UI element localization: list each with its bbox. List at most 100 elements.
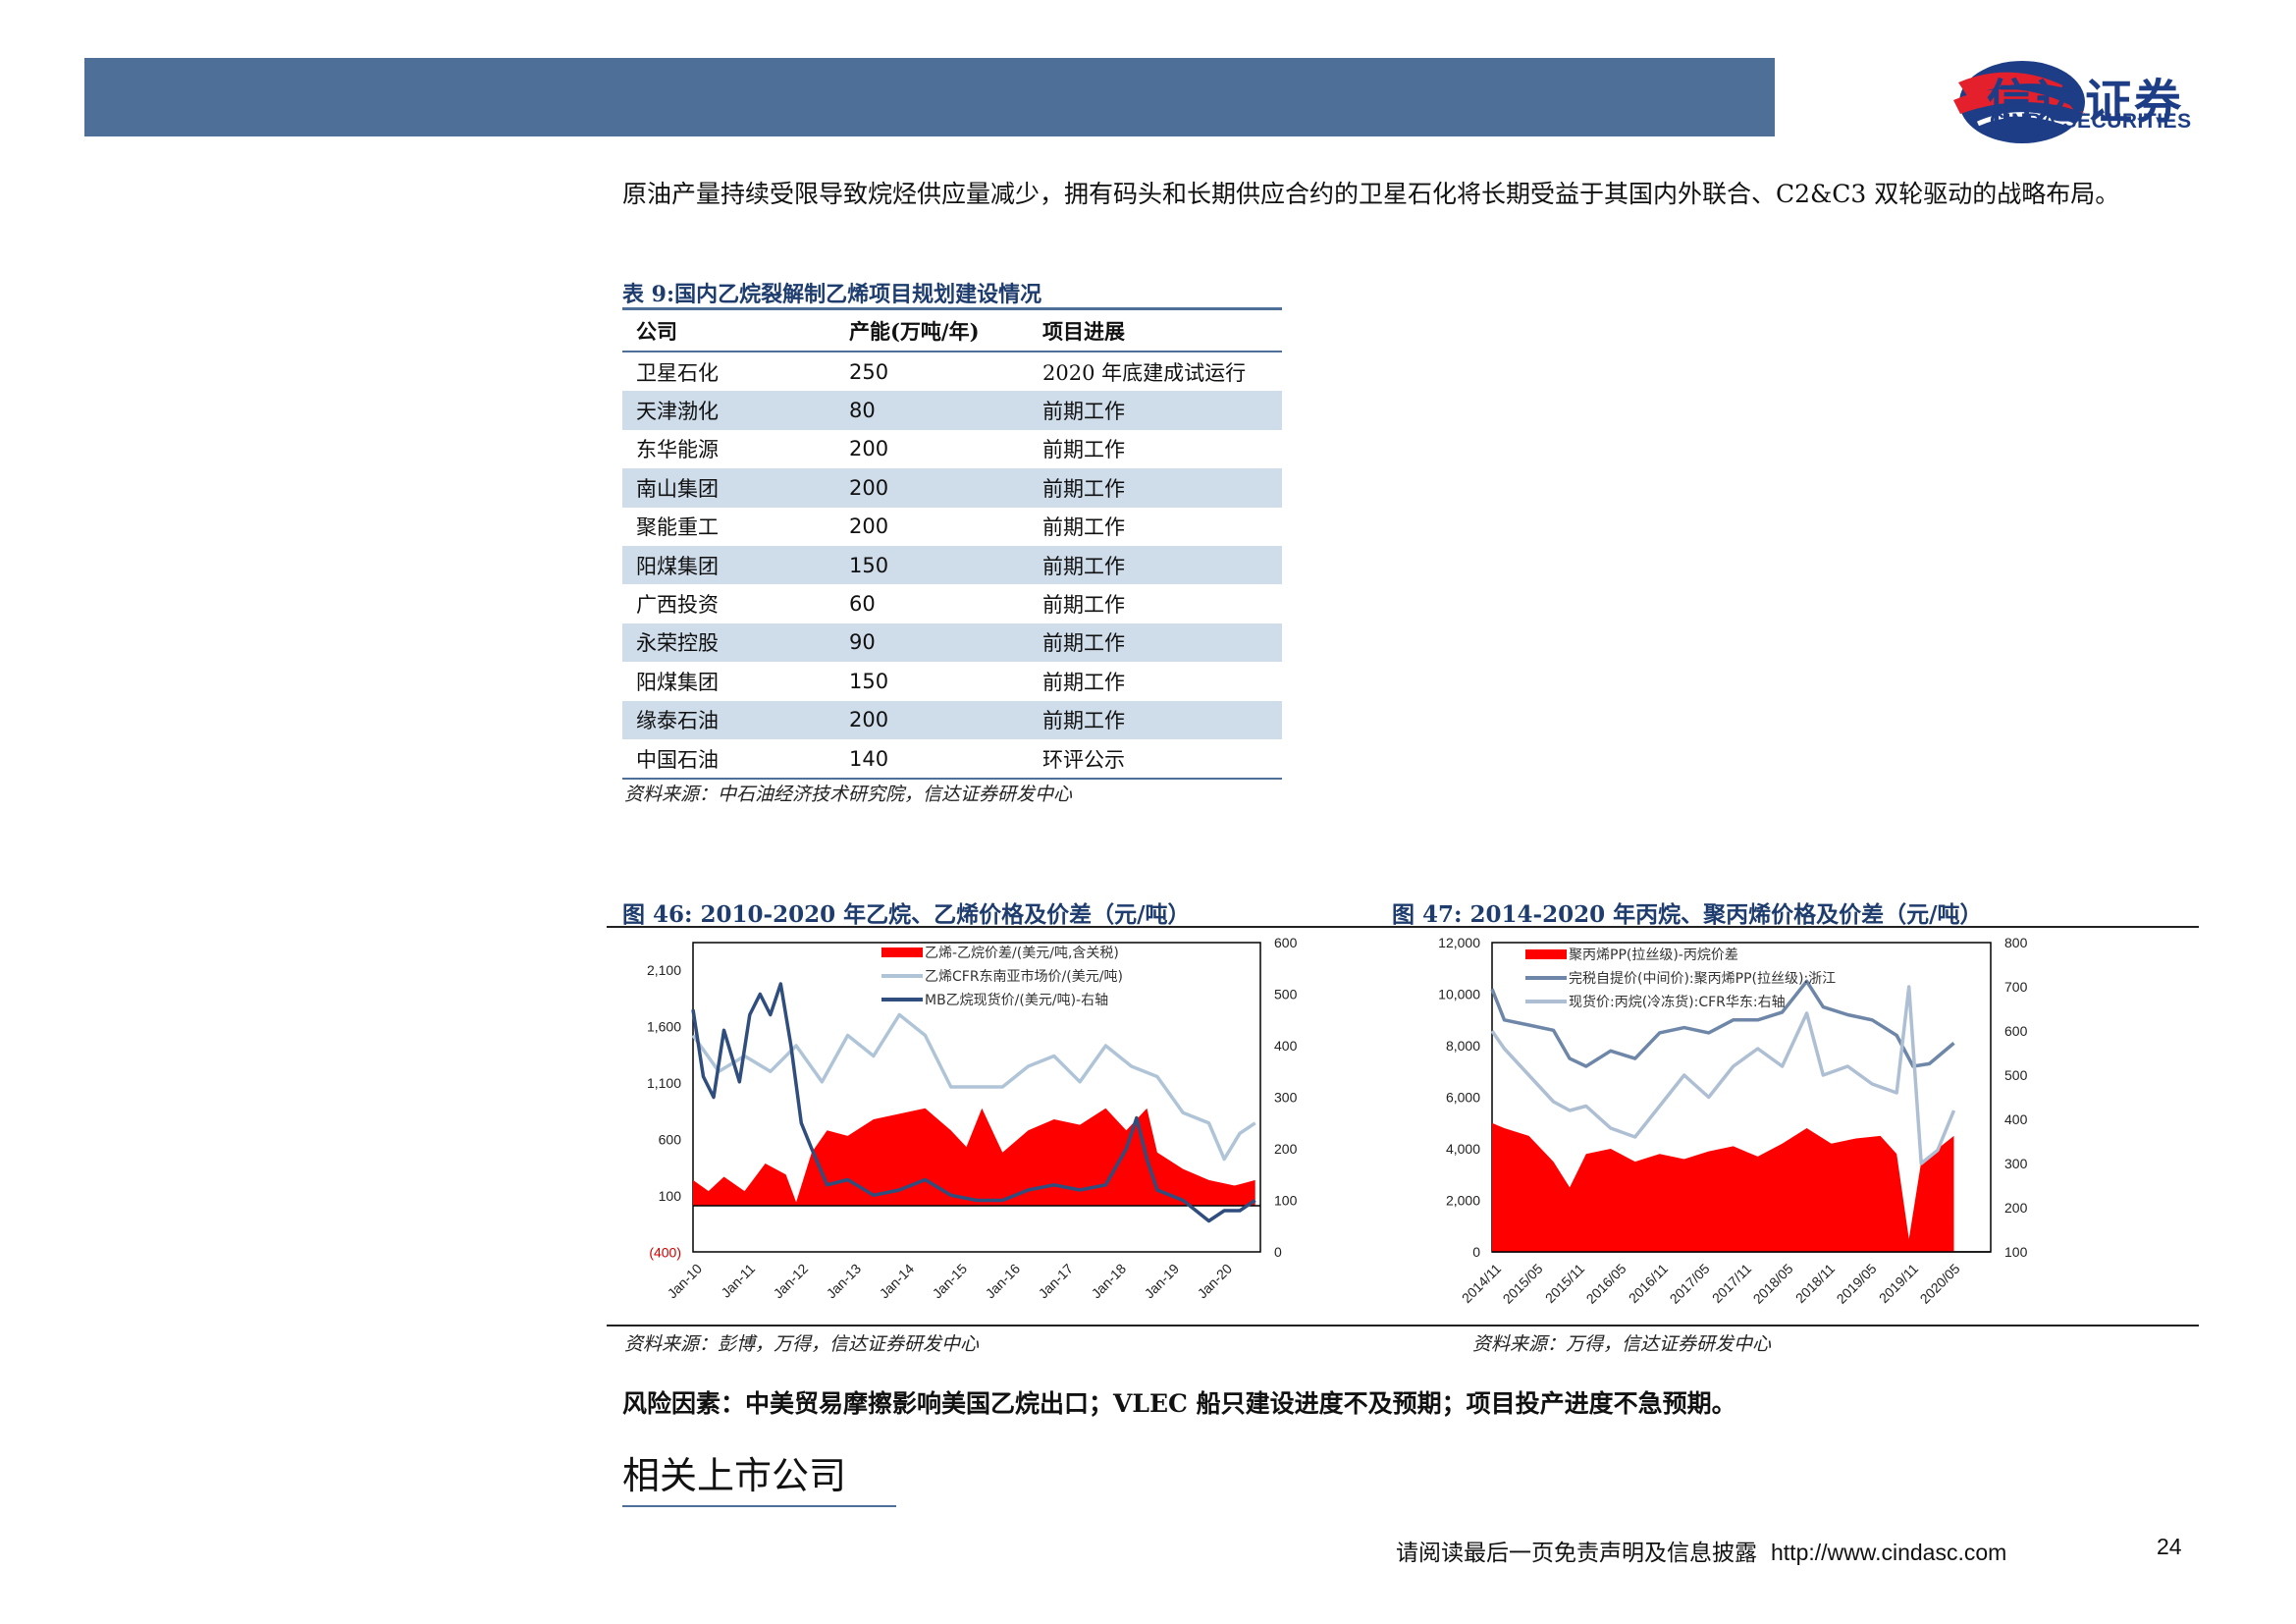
capacity-cell: 140: [835, 738, 1029, 781]
table-row: 卫星石化 250 2020 年底建成试运行: [622, 352, 1282, 391]
footer-url-link[interactable]: http://www.cindasc.com: [1771, 1540, 2007, 1565]
x-tick-label: Jan-13: [824, 1261, 865, 1302]
table-header-row: 公司 产能(万吨/年) 项目进展: [622, 307, 1282, 352]
progress-cell: 2020 年底建成试运行: [1042, 360, 1247, 385]
x-tick-label: Jan-14: [877, 1261, 918, 1302]
company-cell: 永荣控股: [622, 623, 835, 663]
chart-46: 2,100 1,600 1,100 600 100 (400) 600 500 400 300 20…: [647, 935, 1298, 1302]
series-line-2: [1490, 985, 1956, 1165]
capacity-cell: 150: [849, 669, 889, 693]
table-row: 广西投资 60 前期工作: [622, 584, 1282, 623]
company-cell: 卫星石化: [636, 360, 719, 385]
legend-label: MB乙烷现货价/(美元/吨)-右轴: [925, 992, 1108, 1008]
series-line-2: [691, 982, 1256, 1223]
progress-cell: 前期工作: [1042, 593, 1125, 618]
y-right-tick-label: 600: [2004, 1023, 2028, 1039]
capacity-cell: 200: [849, 514, 889, 539]
x-tick-label: 2020/05: [1917, 1261, 1963, 1307]
logo-en-text: CINDA SECURITIES: [1990, 110, 2192, 133]
company-cell: 中国石油: [622, 738, 835, 781]
progress-cell: 前期工作: [1029, 468, 1282, 508]
x-tick-label: Jan-15: [930, 1261, 971, 1302]
col-capacity: 产能(万吨/年): [835, 307, 1029, 352]
y-left-tick-label: 2,000: [1446, 1193, 1480, 1209]
table-row: 南山集团 200 前期工作: [622, 468, 1282, 508]
x-tick-label: 2015/05: [1500, 1261, 1546, 1307]
plot-frame: [692, 942, 1261, 1253]
col-progress: 项目进展: [1029, 307, 1282, 352]
x-tick-label: 2017/05: [1667, 1261, 1713, 1307]
fig-46-title: 图 46: 2010-2020 年乙烷、乙烯价格及价差（元/吨）: [622, 901, 1191, 928]
series-area-0: [693, 1108, 1255, 1206]
y-left-tick-label: 0: [1472, 1244, 1480, 1260]
x-tick-label: Jan-18: [1089, 1261, 1130, 1302]
capacity-cell: 60: [849, 592, 876, 617]
progress-cell: 前期工作: [1042, 670, 1125, 694]
x-tick-label: 2016/05: [1583, 1261, 1629, 1307]
x-tick-label: Jan-10: [665, 1261, 706, 1302]
table-row: 阳煤集团 150 前期工作: [622, 662, 1282, 700]
x-tick-label: Jan-17: [1036, 1261, 1077, 1302]
fig-47-title: 图 47: 2014-2020 年丙烷、聚丙烯价格及价差（元/吨）: [1392, 901, 1983, 928]
progress-cell: 前期工作: [1029, 391, 1282, 430]
footer: 请阅读最后一页免责声明及信息披露 http://www.cindasc.com: [1396, 1534, 2006, 1567]
capacity-cell: 250: [849, 359, 889, 384]
y-right-tick-label: 100: [2004, 1244, 2028, 1260]
legend-label: 完税自提价(中间价):聚丙烯PP(拉丝级):浙江: [1569, 971, 1836, 987]
fig-47-source: 资料来源：万得，信达证券研发中心: [1472, 1333, 1772, 1355]
footer-disclaimer: 请阅读最后一页免责声明及信息披露: [1396, 1541, 1757, 1566]
progress-cell: 环评公示: [1029, 738, 1282, 781]
y-left-tick-label: 1,600: [647, 1019, 681, 1035]
y-right-tick-label: 800: [2004, 935, 2028, 950]
legend-swatch: [1525, 949, 1567, 959]
logo-cn-text: 信达证券: [1987, 75, 2184, 130]
progress-cell: 前期工作: [1042, 438, 1125, 462]
chart-47: 12,000 10,000 8,000 6,000 4,000 2,000 0 800 700 6…: [1438, 935, 2028, 1307]
company-cell: 阳煤集团: [622, 545, 835, 585]
company-cell: 阳煤集团: [636, 670, 719, 694]
capacity-cell: 200: [835, 700, 1029, 739]
legend-label: 现货价:丙烷(冷冻货):CFR华东:右轴: [1569, 994, 1786, 1010]
x-tick-label: Jan-20: [1195, 1261, 1236, 1302]
capacity-cell: 200: [849, 437, 889, 461]
series-line-1: [1490, 979, 1955, 1068]
related-companies-heading: 相关上市公司: [622, 1445, 896, 1507]
table-row: 天津渤化 80 前期工作: [622, 391, 1282, 430]
page-number: 24: [2157, 1534, 2182, 1559]
capacity-cell: 90: [835, 623, 1029, 663]
capacity-cell: 80: [835, 391, 1029, 430]
company-cell: 广西投资: [636, 593, 719, 618]
col-company: 公司: [622, 307, 835, 352]
y-left-tick-label: 8,000: [1446, 1038, 1480, 1054]
y-right-tick-label: 700: [2004, 979, 2028, 995]
y-left-tick-label: 12,000: [1438, 935, 1480, 950]
company-cell: 南山集团: [622, 468, 835, 508]
progress-cell: 前期工作: [1029, 545, 1282, 585]
header-bar: [84, 58, 1775, 136]
x-tick-label: 2018/11: [1792, 1261, 1839, 1307]
table-9-source: 资料来源：中石油经济技术研究院，信达证券研发中心: [624, 784, 1073, 805]
y-left-tick-label: 2,100: [647, 962, 681, 978]
table-row: 阳煤集团 150 前期工作: [622, 545, 1282, 585]
x-tick-label: 2017/11: [1709, 1261, 1755, 1307]
x-tick-label: 2019/05: [1834, 1261, 1880, 1307]
progress-cell: 前期工作: [1029, 700, 1282, 739]
capacity-cell: 200: [835, 468, 1029, 508]
capacity-cell: 150: [835, 545, 1029, 585]
y-right-tick-label: 300: [1274, 1090, 1298, 1106]
company-cell: 缘泰石油: [622, 700, 835, 739]
y-left-tick-label: 10,000: [1438, 987, 1480, 1002]
y-right-tick-label: 100: [1274, 1193, 1298, 1209]
progress-cell: 前期工作: [1042, 515, 1125, 540]
x-tick-label: 2016/11: [1626, 1261, 1672, 1307]
x-tick-label: 2015/11: [1542, 1261, 1588, 1307]
cinda-logo-icon: [1953, 61, 2088, 143]
y-left-tick-label: (400): [649, 1245, 681, 1261]
x-tick-label: 2014/11: [1459, 1261, 1505, 1307]
company-cell: 天津渤化: [622, 391, 835, 430]
y-left-tick-label: 1,100: [647, 1075, 681, 1091]
y-right-tick-label: 200: [1274, 1141, 1298, 1157]
table-9: 公司 产能(万吨/年) 项目进展 卫星石化 250 2020 年底建成试运行天津渤化…: [622, 307, 1282, 781]
table-row: 缘泰石油 200 前期工作: [622, 700, 1282, 739]
series-area-0: [1492, 1122, 1954, 1252]
